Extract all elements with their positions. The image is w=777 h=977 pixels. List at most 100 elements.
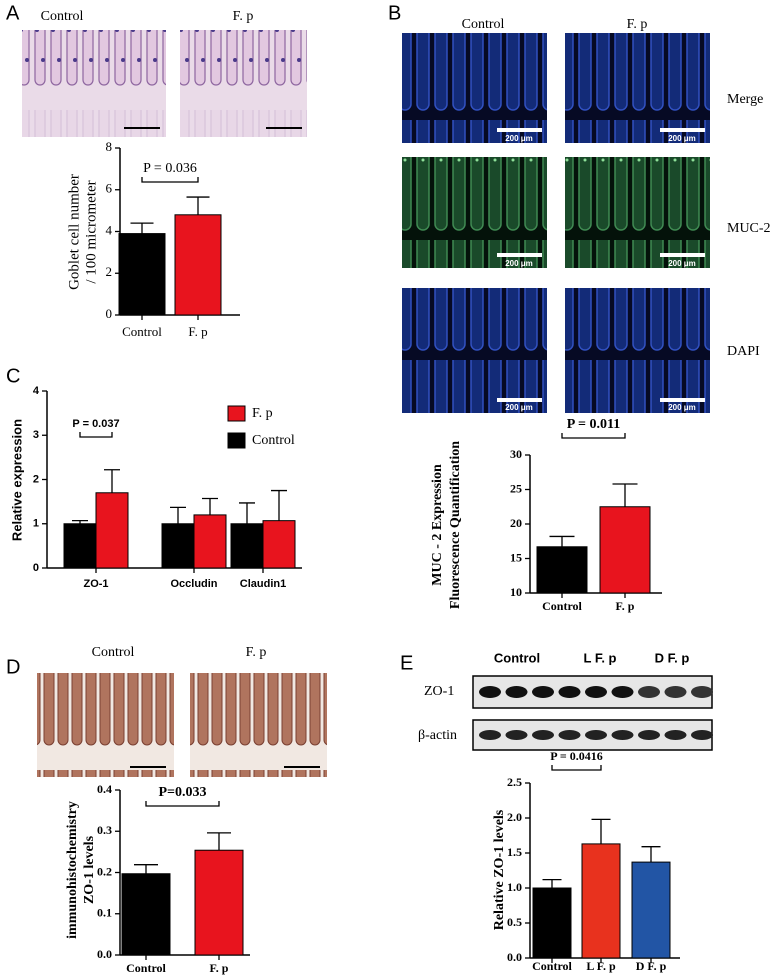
micrograph [190,673,327,777]
y-tick-label: 1.0 [507,880,522,894]
blot-band [479,730,501,740]
tissue-base [22,110,166,137]
y-axis-label: MUC - 2 Expression [430,464,445,586]
annotation: P = 0.0416 [550,749,603,763]
blot-band [558,686,581,698]
error-bar [104,469,120,493]
y-tick-label: 30 [510,447,522,461]
annotation: P=0.033 [158,785,206,800]
x-tick-label: F. p [188,324,207,339]
bar [121,873,171,956]
scale-bar [497,128,542,132]
blot-band [691,730,713,740]
x-tick-label: ZO-1 [83,578,108,590]
blot-band [611,686,634,698]
panel-label: B [388,2,401,24]
scale-bar [497,253,542,257]
y-axis-label: Relative ZO-1 levels [492,809,507,930]
significance-bracket [551,765,602,771]
significance-bracket [141,177,199,183]
x-tick-label: Control [122,324,162,339]
scale-bar [266,127,302,129]
scale-bar [284,766,320,768]
y-tick-label: 0 [33,562,39,574]
y-tick-label: 25 [510,481,522,495]
x-tick-label: Claudin1 [240,578,286,590]
blot-band [664,686,687,698]
significance-bracket [145,801,220,807]
group-label: Control [494,650,540,665]
micrograph [402,157,547,268]
blot-band [558,730,581,740]
y-axis-label: immunohistochemistry [65,801,80,939]
row-label: DAPI [727,344,760,359]
micrograph [402,288,547,413]
y-tick-label: 0.5 [507,915,522,929]
y-tick-label: 1 [33,518,39,530]
x-tick-label: Control [542,599,582,613]
y-axis-label: / 100 micrometer [83,180,99,283]
bar [581,843,621,959]
legend-swatch [227,432,246,449]
blot-band [532,730,554,740]
tissue-base [180,110,307,137]
error-bar [271,489,287,521]
y-tick-label: 0.0 [97,947,112,961]
y-tick-label: 0.4 [97,782,112,796]
scale-bar [130,766,166,768]
y-tick-label: 20 [510,516,522,530]
error-bar [72,520,88,524]
y-tick-label: 1.5 [507,845,522,859]
y-tick-label: 0.1 [97,906,112,920]
bar [262,520,296,569]
bar [174,214,222,316]
scale-bar [497,398,542,402]
scale-label: 200 μm [668,403,696,412]
blot-label: ZO-1 [424,684,454,699]
x-tick-label: Control [532,959,572,973]
scale-bars: 200 μm 200 μm 200 μm 200 μm 200 μm 200 μ… [497,128,705,412]
bar [63,523,97,569]
bar [161,523,195,569]
blot-band [638,730,660,740]
error-bar [542,878,562,888]
bar [193,514,227,569]
x-tick-label: Occludin [170,578,217,590]
error-bar [130,222,154,234]
bar [95,492,129,569]
error-bar [239,502,255,524]
significance-bracket [561,433,626,439]
bar [230,523,264,569]
y-tick-label: 15 [510,550,522,564]
legend-label: F. p [252,406,273,421]
error-bar [591,818,611,844]
error-bar [641,846,661,863]
error-bar [170,506,186,524]
scale-bar [660,128,705,132]
error-bar [549,535,575,547]
y-tick-label: 8 [106,139,113,154]
image-label: F. p [246,645,267,660]
y-tick-label: 0.2 [97,864,112,878]
y-tick-label: 2.0 [507,810,522,824]
micrograph [565,157,710,268]
micrograph [565,288,710,413]
micrograph [37,673,174,777]
y-tick-label: 3 [33,429,39,441]
bar [599,506,651,594]
group-label: L F. p [584,650,617,665]
scale-label: 200 μm [505,403,533,412]
panel-label: C [6,365,20,387]
y-axis-label: Goblet cell number [66,174,82,290]
y-tick-label: 6 [106,181,113,196]
y-tick-label: 2.5 [507,775,522,789]
blot-band [611,730,634,740]
scale-bar [124,127,160,129]
x-tick-label: Control [126,961,166,975]
y-axis-label: Fluorescence Quantification [448,441,463,609]
error-bar [186,196,210,215]
blot-band [532,686,554,698]
significance-bracket [79,432,113,438]
y-tick-label: 0 [106,306,113,321]
